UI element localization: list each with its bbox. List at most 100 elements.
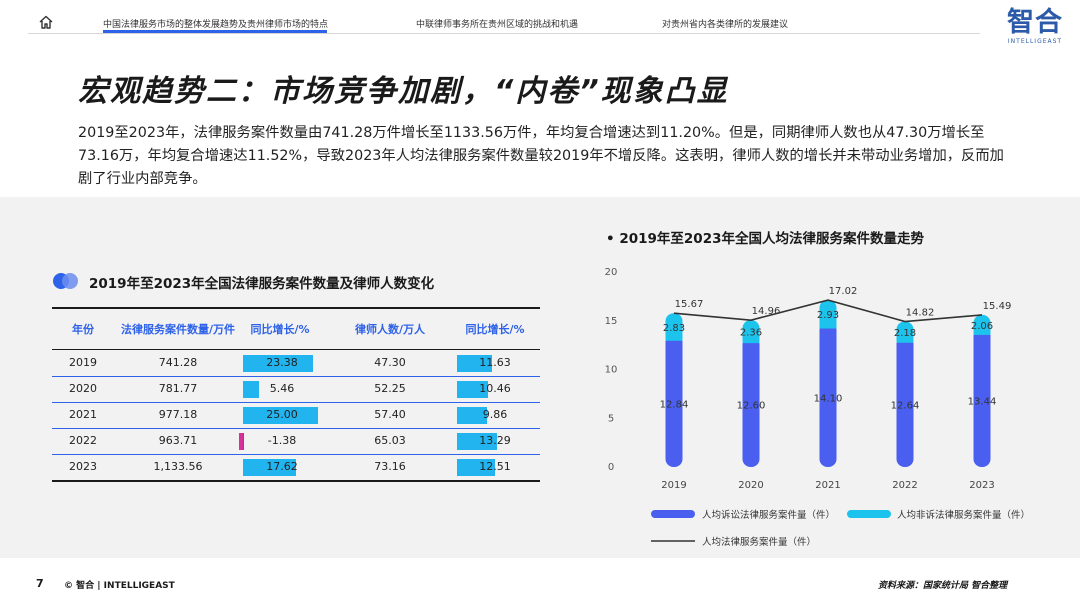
bar-litigation-cap (819, 328, 837, 337)
x-tick-label: 2019 (661, 480, 686, 491)
cell-year: 2020 (69, 382, 97, 395)
logo-en-text: INTELLIGEAST (1007, 38, 1063, 45)
data-label-total: 17.02 (829, 286, 858, 297)
cell-lawyers: 47.30 (374, 356, 406, 369)
cell-cases: 963.71 (158, 434, 198, 447)
stacked-bar-chart: 0 5 10 15 20 12.84 2.83 2019 12.60 2.36 2020 14.10 2… (605, 267, 1030, 548)
legend-swatch-non-litigation (847, 510, 891, 518)
table-header-cases: 法律服务案件数量/万件 (120, 323, 236, 336)
nav-tab-challenges[interactable]: 中联律师事务所在贵州区域的挑战和机遇 (416, 20, 579, 30)
nav-tab-market-trends[interactable]: 中国法律服务市场的整体发展趋势及贵州律师市场的特点 (103, 20, 329, 30)
cell-lawyers-growth: 9.86 (482, 408, 508, 421)
table-row-rule (52, 402, 540, 403)
x-tick-label: 2023 (969, 480, 994, 491)
cases-growth-bar (243, 380, 260, 398)
lawyers-growth-bar (457, 458, 495, 476)
cell-cases-growth: 17.62 (266, 460, 298, 473)
footer-source: 资料来源：国家统计局 智合整理 (878, 581, 1008, 591)
data-label-total: 14.96 (752, 306, 781, 317)
logo-cn-text: 智合 (1007, 7, 1063, 38)
lawyers-growth-bar (457, 406, 487, 424)
section-marker-icon (53, 273, 78, 289)
line-total (673, 299, 983, 323)
y-tick-label: 10 (605, 365, 618, 376)
bar-non-litigation (973, 314, 991, 341)
intro-paragraph: 2019至2023年，法律服务案件数量由741.28万件增长至1133.56万件… (78, 125, 1004, 187)
legend-label-total: 人均法律服务案件量（件） (702, 536, 816, 548)
cell-year: 2022 (69, 434, 97, 447)
cases-growth-bar (243, 406, 318, 424)
bar-litigation-cap (973, 334, 991, 343)
cases-growth-bar (238, 432, 243, 450)
table-row-rule (52, 454, 540, 455)
legend-swatch-litigation (651, 510, 695, 518)
y-tick-label: 20 (605, 267, 618, 278)
chart-title-text: 2019年至2023年全国人均法律服务案件数量走势 (619, 231, 924, 247)
brand-logo: 智合 INTELLIGEAST (1004, 8, 1066, 46)
data-label-litigation: 12.64 (891, 400, 920, 411)
footer-copyright: © 智合 | INTELLIGEAST (64, 581, 175, 591)
bar-non-litigation (665, 313, 683, 347)
data-label-total: 15.67 (675, 299, 704, 310)
lawyers-growth-bar (457, 354, 492, 372)
cell-cases-growth: -1.38 (267, 434, 297, 447)
table-top-rule (52, 307, 540, 309)
cell-lawyers-growth: 13.29 (479, 434, 511, 447)
bar-non-litigation (896, 321, 914, 349)
bar-litigation-cap (665, 340, 683, 349)
data-label-litigation: 12.60 (737, 401, 766, 412)
table-header-lawyers: 律师人数/万人 (354, 323, 426, 336)
page-number: 7 (36, 577, 44, 590)
bar-litigation-cap (896, 342, 914, 351)
chart-title: • 2019年至2023年全国人均法律服务案件数量走势 (606, 231, 924, 247)
cases-growth-axis (243, 432, 244, 450)
bar-litigation (742, 343, 760, 467)
cases-growth-bar (243, 354, 314, 372)
cell-lawyers-growth: 10.46 (479, 382, 511, 395)
bar-non-litigation (819, 299, 837, 335)
cell-cases-growth: 25.00 (266, 408, 298, 421)
table-header-rule (52, 349, 540, 350)
bar-litigation (896, 342, 914, 467)
table-header-lawyers-growth: 同比增长/% (465, 323, 525, 336)
home-icon[interactable] (38, 14, 54, 30)
x-tick-label: 2021 (815, 480, 840, 491)
nav-active-indicator (103, 30, 327, 33)
data-label-litigation: 13.44 (968, 396, 997, 407)
cell-cases-growth: 5.46 (269, 382, 295, 395)
nav-tab-suggestions[interactable]: 对贵州省内各类律所的发展建议 (662, 20, 789, 30)
data-label-non-litigation: 2.83 (663, 323, 685, 334)
cell-cases: 741.28 (158, 356, 198, 369)
cases-growth-bar (243, 458, 296, 476)
table-header-year: 年份 (72, 323, 94, 336)
cell-cases-growth: 23.38 (266, 356, 298, 369)
cell-year: 2019 (69, 356, 97, 369)
bar-litigation-cap (742, 343, 760, 352)
page-title: 宏观趋势二：市场竞争加剧，“内卷”现象凸显 (78, 74, 729, 109)
data-label-non-litigation: 2.18 (894, 328, 916, 339)
cell-lawyers-growth: 11.63 (479, 356, 511, 369)
cell-cases: 977.18 (158, 408, 198, 421)
cell-lawyers: 73.16 (374, 460, 406, 473)
y-tick-label: 15 (605, 316, 618, 327)
cell-year: 2021 (69, 408, 97, 421)
data-label-non-litigation: 2.36 (740, 328, 762, 339)
cell-year: 2023 (69, 460, 97, 473)
cell-lawyers: 57.40 (374, 408, 406, 421)
bar-non-litigation (742, 320, 760, 350)
table-title: 2019年至2023年全国法律服务案件数量及律师人数变化 (89, 276, 435, 292)
table-row-rule (52, 376, 540, 377)
cell-cases: 1,133.56 (153, 460, 203, 473)
legend-label-litigation: 人均诉讼法律服务案件量（件） (702, 509, 835, 521)
y-tick-label: 0 (608, 462, 614, 473)
bar-litigation (819, 328, 837, 467)
x-tick-label: 2020 (738, 480, 763, 491)
data-label-litigation: 14.10 (814, 393, 843, 404)
legend-label-non-litigation: 人均非诉法律服务案件量（件） (897, 509, 1030, 521)
data-label-total: 15.49 (983, 301, 1012, 312)
x-tick-label: 2022 (892, 480, 917, 491)
data-label-total: 14.82 (906, 308, 935, 319)
data-label-litigation: 12.84 (660, 399, 689, 410)
lawyers-growth-bar (457, 380, 489, 398)
lawyers-growth-bar (457, 432, 497, 450)
